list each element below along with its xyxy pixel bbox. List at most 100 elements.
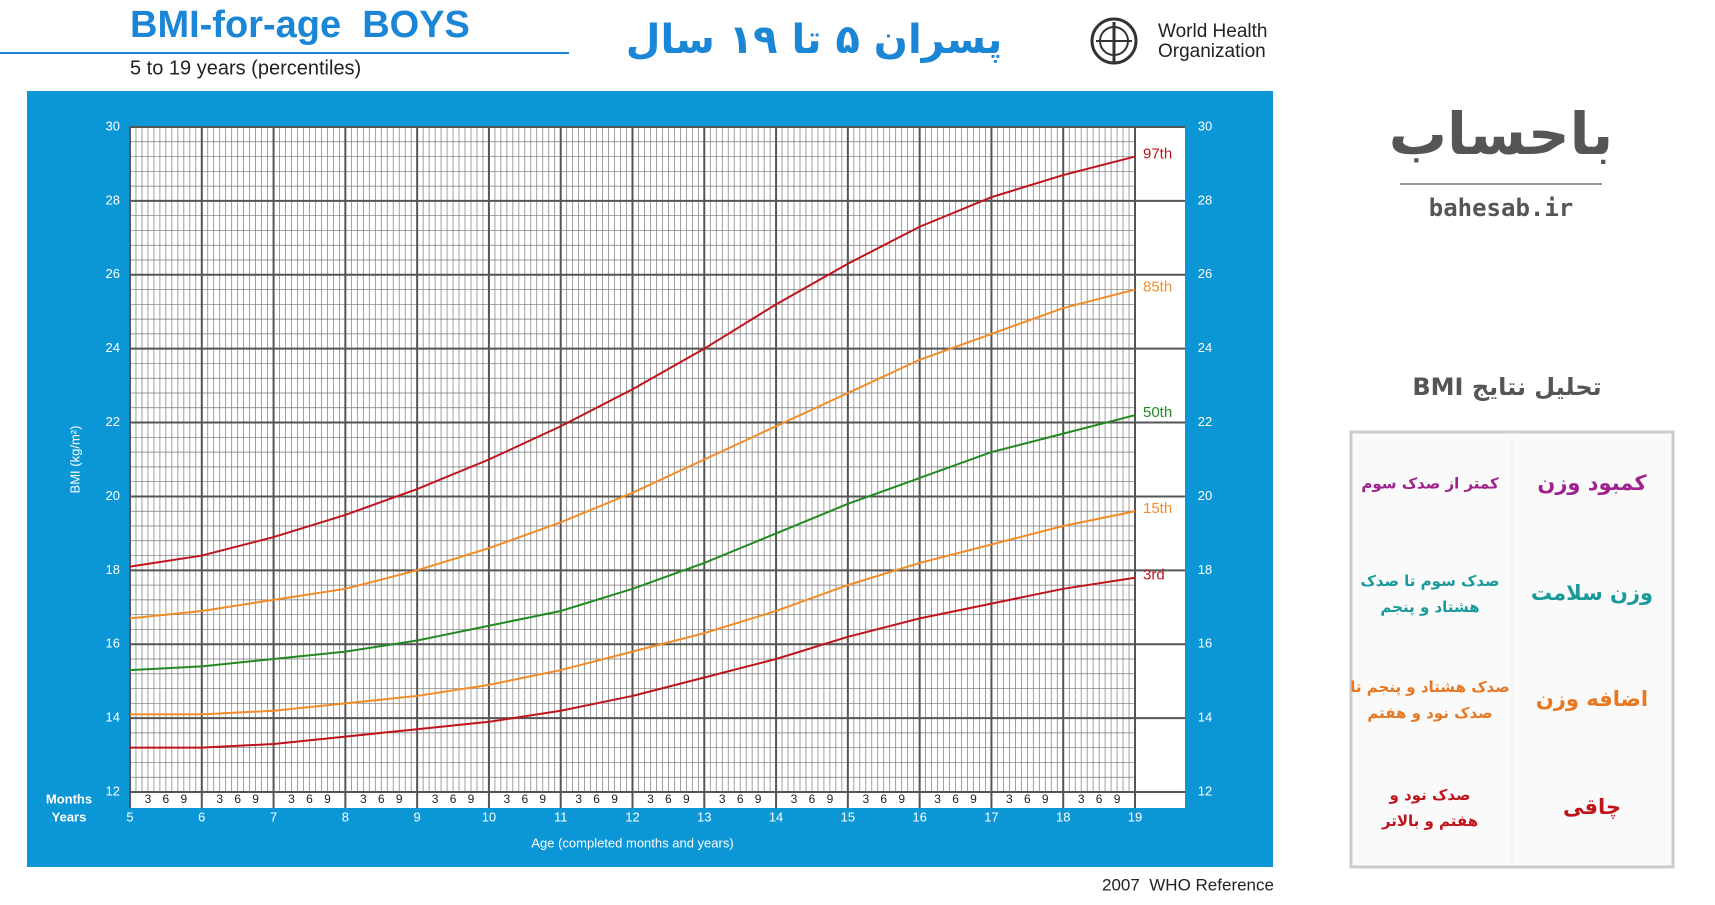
y-tick-label: 18	[1198, 562, 1212, 577]
series-label: 3rd	[1143, 567, 1165, 584]
month-tick-label: 3	[216, 792, 223, 806]
y-tick-label: 22	[1198, 414, 1212, 429]
y-tick-label: 30	[106, 118, 120, 133]
brand: باحساب	[1389, 100, 1613, 168]
panel-heading: تحلیل نتایج BMI	[1412, 373, 1601, 401]
x-tick-label: 19	[1128, 809, 1142, 824]
month-tick-label: 9	[252, 792, 259, 806]
series-label: 50th	[1143, 404, 1172, 421]
x-tick-label: 5	[126, 809, 133, 824]
y-tick-label: 12	[106, 783, 120, 798]
y-tick-label: 30	[1198, 118, 1212, 133]
month-tick-label: 6	[450, 792, 457, 806]
month-tick-label: 9	[180, 792, 187, 806]
month-tick-label: 3	[647, 792, 654, 806]
month-tick-label: 3	[862, 792, 869, 806]
month-tick-label: 9	[611, 792, 618, 806]
category-desc: کمتر از صدک سوم	[1361, 475, 1499, 493]
x-tick-label: 13	[697, 809, 711, 824]
x-tick-label: 15	[841, 809, 855, 824]
month-axis-label: Months	[46, 791, 92, 806]
month-tick-label: 3	[432, 792, 439, 806]
x-axis-label: Age (completed months and years)	[531, 835, 733, 850]
month-tick-label: 6	[163, 792, 170, 806]
x-tick-label: 8	[342, 809, 349, 824]
x-tick-label: 9	[414, 809, 421, 824]
y-tick-label: 20	[1198, 488, 1212, 503]
y-tick-label: 18	[106, 562, 120, 577]
month-tick-label: 6	[665, 792, 672, 806]
month-tick-label: 9	[396, 792, 403, 806]
x-tick-label: 7	[270, 809, 277, 824]
y-tick-label: 22	[106, 414, 120, 429]
percentile-line	[130, 576, 1136, 749]
y-tick-label: 14	[1198, 710, 1212, 725]
month-tick-label: 6	[306, 792, 313, 806]
percentile-line	[129, 155, 1136, 568]
y-tick-label: 20	[106, 488, 120, 503]
month-tick-label: 6	[880, 792, 887, 806]
month-tick-label: 9	[1042, 792, 1049, 806]
month-tick-label: 9	[683, 792, 690, 806]
y-tick-label: 16	[106, 636, 120, 651]
y-tick-label: 12	[1198, 783, 1212, 798]
month-tick-label: 3	[791, 792, 798, 806]
percentile-line	[129, 414, 1136, 672]
month-tick-label: 6	[234, 792, 241, 806]
month-tick-label: 6	[1024, 792, 1031, 806]
series-label: 85th	[1143, 279, 1172, 296]
month-tick-label: 3	[504, 792, 511, 806]
month-tick-label: 3	[1078, 792, 1085, 806]
category-label: وزن سلامت	[1531, 581, 1653, 605]
month-tick-label: 3	[719, 792, 726, 806]
x-tick-label: 14	[769, 809, 783, 824]
month-tick-label: 9	[539, 792, 546, 806]
y-tick-label: 28	[106, 192, 120, 207]
x-tick-label: 12	[625, 809, 639, 824]
x-tick-label: 17	[984, 809, 998, 824]
category-desc: صدک نود و هفتم و بالاتر	[1381, 786, 1478, 830]
month-tick-label: 9	[755, 792, 762, 806]
month-tick-label: 9	[1114, 792, 1121, 806]
category-label: اضافه وزن	[1536, 687, 1648, 711]
title: BMI-for-age BOYS	[130, 4, 470, 46]
category-label: چاقی	[1563, 795, 1621, 819]
month-tick-label: 9	[970, 792, 977, 806]
persian-title: پسران ۵ تا ۱۹ سال	[626, 17, 1003, 63]
month-tick-label: 9	[827, 792, 834, 806]
x-tick-label: 16	[912, 809, 926, 824]
y-axis-label: BMI (kg/m²)	[67, 426, 82, 494]
org-name: Organization	[1158, 41, 1266, 62]
month-tick-label: 6	[521, 792, 528, 806]
series-label: 97th	[1143, 146, 1172, 163]
month-tick-label: 3	[145, 792, 152, 806]
month-tick-label: 9	[898, 792, 905, 806]
site: bahesab.ir	[1429, 194, 1574, 222]
month-tick-label: 6	[593, 792, 600, 806]
month-tick-label: 9	[468, 792, 475, 806]
month-tick-label: 6	[952, 792, 959, 806]
month-tick-label: 9	[324, 792, 331, 806]
y-tick-label: 26	[106, 266, 120, 281]
source: 2007 WHO Reference	[1102, 875, 1274, 894]
x-tick-label: 10	[482, 809, 496, 824]
category-desc: صدک هشتاد و پنجم تا صدک نود و هفتم	[1350, 678, 1509, 722]
series-label: 15th	[1143, 500, 1172, 517]
y-tick-label: 28	[1198, 192, 1212, 207]
category-desc: صدک سوم تا صدک هشتاد و پنجم	[1360, 572, 1499, 617]
who-logo	[1090, 17, 1138, 65]
y-tick-label: 16	[1198, 636, 1212, 651]
org-name: World Health	[1158, 21, 1267, 42]
y-tick-label: 24	[1198, 340, 1212, 355]
month-tick-label: 6	[1096, 792, 1103, 806]
subtitle: 5 to 19 years (percentiles)	[130, 57, 361, 79]
category-label: کمبود وزن	[1537, 471, 1647, 495]
month-tick-label: 6	[809, 792, 816, 806]
y-tick-label: 26	[1198, 266, 1212, 281]
year-axis-label: Years	[52, 809, 87, 824]
x-tick-label: 6	[198, 809, 205, 824]
x-tick-label: 11	[554, 809, 568, 824]
month-tick-label: 3	[575, 792, 582, 806]
percentile-line	[130, 510, 1136, 716]
